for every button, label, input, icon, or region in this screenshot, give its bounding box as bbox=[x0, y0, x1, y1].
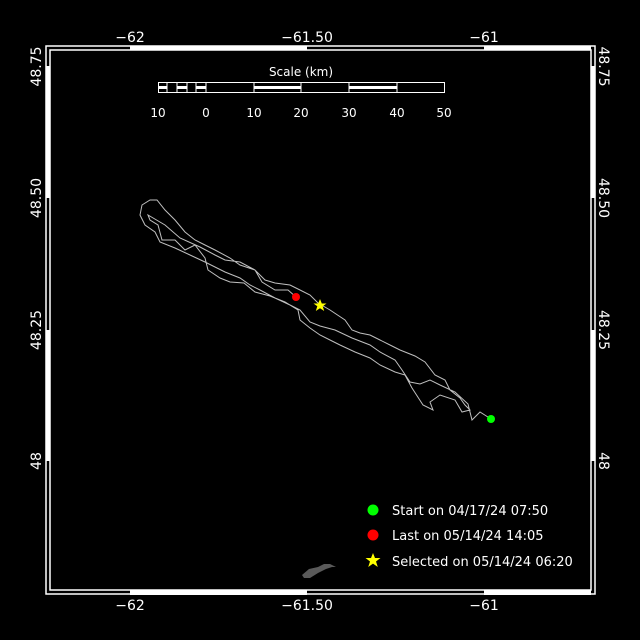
x-tick-label: −61 bbox=[469, 30, 499, 46]
scale-label: 0 bbox=[202, 106, 210, 120]
x-tick-label: −61 bbox=[469, 598, 499, 614]
y-tick-label: 48.25 bbox=[29, 310, 45, 350]
scale-label: 10 bbox=[246, 106, 261, 120]
scale-label: 10 bbox=[150, 106, 165, 120]
start-marker[interactable] bbox=[487, 415, 495, 423]
y-tick-label: 48.75 bbox=[595, 46, 611, 86]
last-legend-icon bbox=[367, 529, 379, 541]
y-tick-label: 48.50 bbox=[29, 178, 45, 218]
y-tick-label: 48.50 bbox=[595, 178, 611, 218]
star-legend-icon bbox=[365, 553, 381, 567]
start-legend-icon bbox=[367, 504, 379, 516]
x-tick-label: −61.50 bbox=[281, 30, 333, 46]
y-tick-label: 48.25 bbox=[595, 310, 611, 350]
x-tick-label: −61.50 bbox=[281, 598, 333, 614]
scale-label: 40 bbox=[389, 106, 404, 120]
x-tick-labels-top: −62 −61.50 −61 bbox=[115, 30, 499, 46]
x-tick-labels-bottom: −62 −61.50 −61 bbox=[115, 598, 499, 614]
frame-checker-bands bbox=[46, 46, 595, 595]
scale-label: 30 bbox=[341, 106, 356, 120]
scale-label: 50 bbox=[436, 106, 451, 120]
selected-marker-star-icon[interactable] bbox=[313, 299, 327, 311]
scale-bar: Scale (km) 10 0 10 20 30 40 50 bbox=[150, 65, 451, 120]
map-frame bbox=[45, 45, 596, 595]
y-tick-label: 48 bbox=[595, 452, 611, 470]
legend-selected-label: Selected on 05/14/24 06:20 bbox=[392, 555, 573, 570]
y-tick-label: 48.75 bbox=[29, 46, 45, 86]
y-tick-labels-right: 48.75 48.50 48.25 48 bbox=[595, 46, 611, 469]
land-island bbox=[302, 564, 336, 578]
legend: Start on 04/17/24 07:50 Last on 05/14/24… bbox=[365, 504, 573, 570]
y-tick-labels-left: 48.75 48.50 48.25 48 bbox=[29, 46, 45, 469]
scale-label: 20 bbox=[293, 106, 308, 120]
last-marker[interactable] bbox=[292, 293, 300, 301]
y-tick-label: 48 bbox=[29, 452, 45, 470]
legend-last-label: Last on 05/14/24 14:05 bbox=[392, 529, 544, 544]
x-tick-label: −62 bbox=[115, 30, 145, 46]
legend-start-label: Start on 04/17/24 07:50 bbox=[392, 504, 548, 519]
x-tick-label: −62 bbox=[115, 598, 145, 614]
drifter-track bbox=[139, 199, 492, 421]
scale-title: Scale (km) bbox=[269, 65, 333, 79]
